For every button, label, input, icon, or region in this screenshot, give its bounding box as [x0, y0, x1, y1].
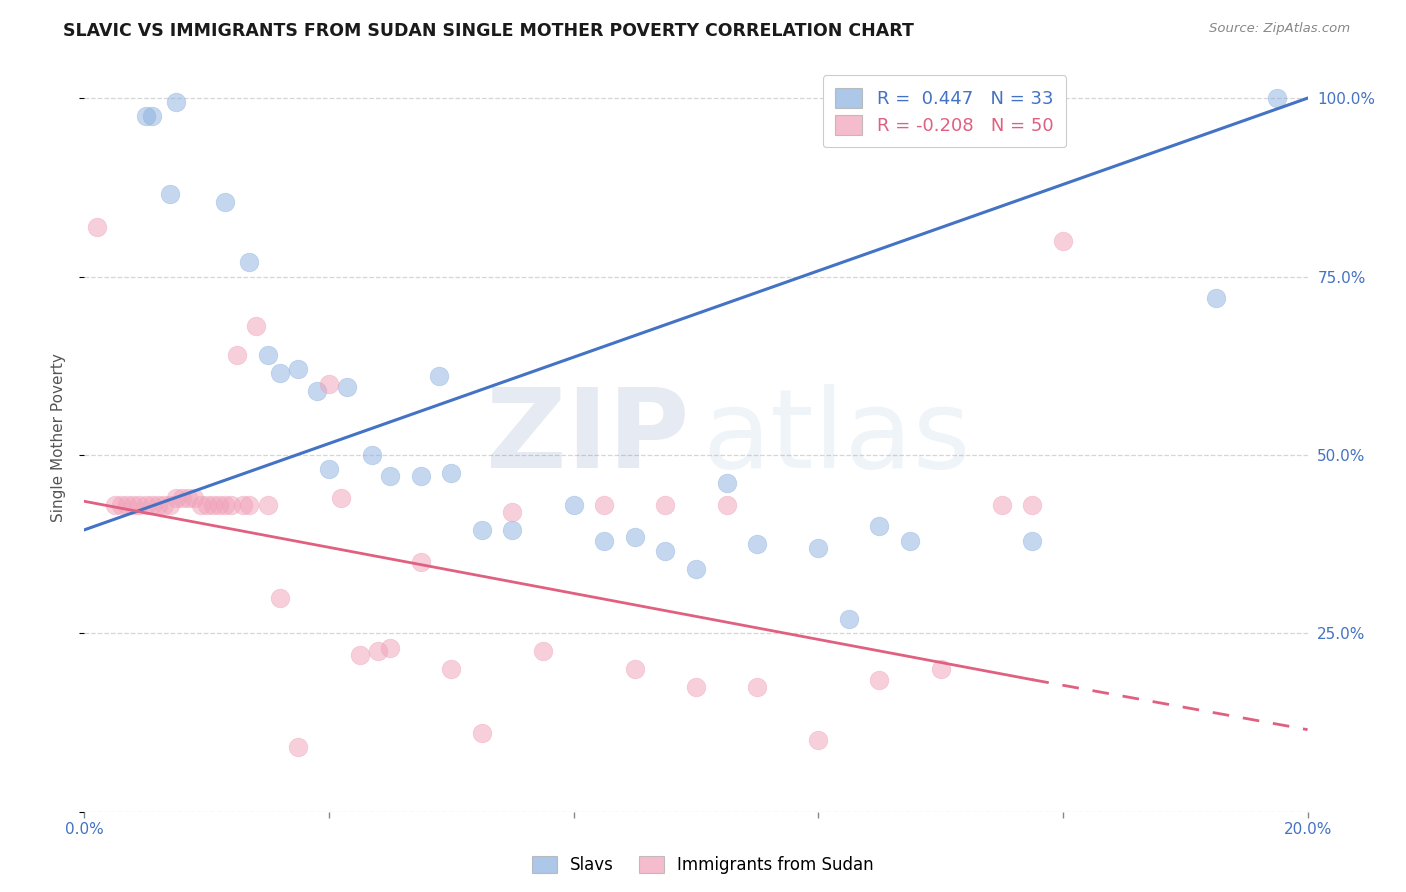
Point [360, 448, 382, 462]
Point [502, 505, 524, 519]
Point [269, 366, 291, 380]
Point [471, 726, 494, 740]
Point [135, 109, 157, 123]
Point [593, 498, 616, 512]
Text: Source: ZipAtlas.com: Source: ZipAtlas.com [1209, 22, 1350, 36]
Point [838, 612, 860, 626]
Point [190, 498, 212, 512]
Point [991, 498, 1014, 512]
Point [238, 498, 260, 512]
Text: ZIP: ZIP [486, 384, 690, 491]
Point [409, 469, 432, 483]
Point [409, 555, 432, 569]
Point [177, 491, 200, 505]
Legend: R =  0.447   N = 33, R = -0.208   N = 50: R = 0.447 N = 33, R = -0.208 N = 50 [823, 75, 1066, 147]
Point [349, 648, 371, 662]
Point [593, 533, 616, 548]
Point [624, 662, 647, 676]
Point [287, 362, 309, 376]
Point [226, 348, 249, 362]
Point [257, 348, 280, 362]
Point [86, 219, 108, 234]
Point [232, 498, 254, 512]
Point [562, 498, 585, 512]
Point [654, 498, 676, 512]
Point [165, 95, 187, 109]
Point [214, 194, 236, 209]
Point [141, 498, 163, 512]
Point [929, 662, 952, 676]
Point [305, 384, 328, 398]
Point [1265, 91, 1288, 105]
Point [380, 469, 402, 483]
Point [330, 491, 353, 505]
Point [238, 255, 260, 269]
Point [747, 537, 769, 551]
Point [807, 733, 830, 747]
Point [183, 491, 205, 505]
Point [318, 376, 340, 391]
Point [128, 498, 150, 512]
Point [110, 498, 132, 512]
Point [165, 491, 187, 505]
Point [318, 462, 340, 476]
Point [159, 498, 181, 512]
Point [1021, 498, 1043, 512]
Point [104, 498, 127, 512]
Text: atlas: atlas [702, 384, 970, 491]
Point [1021, 533, 1043, 548]
Point [531, 644, 554, 658]
Point [1052, 234, 1074, 248]
Point [201, 498, 224, 512]
Point [336, 380, 359, 394]
Point [122, 498, 145, 512]
Point [208, 498, 231, 512]
Point [440, 466, 463, 480]
Point [141, 109, 163, 123]
Point [747, 680, 769, 694]
Y-axis label: Single Mother Poverty: Single Mother Poverty [51, 352, 66, 522]
Point [502, 523, 524, 537]
Point [440, 662, 463, 676]
Point [654, 544, 676, 558]
Point [367, 644, 389, 658]
Text: SLAVIC VS IMMIGRANTS FROM SUDAN SINGLE MOTHER POVERTY CORRELATION CHART: SLAVIC VS IMMIGRANTS FROM SUDAN SINGLE M… [63, 22, 914, 40]
Point [159, 187, 181, 202]
Point [219, 498, 242, 512]
Point [1205, 291, 1227, 305]
Point [427, 369, 450, 384]
Point [716, 498, 738, 512]
Point [685, 562, 707, 576]
Point [716, 476, 738, 491]
Point [380, 640, 402, 655]
Point [869, 673, 891, 687]
Point [624, 530, 647, 544]
Legend: Slavs, Immigrants from Sudan: Slavs, Immigrants from Sudan [531, 856, 875, 874]
Point [471, 523, 494, 537]
Point [195, 498, 218, 512]
Point [115, 498, 138, 512]
Point [135, 498, 157, 512]
Point [898, 533, 921, 548]
Point [269, 591, 291, 605]
Point [245, 319, 267, 334]
Point [153, 498, 176, 512]
Point [214, 498, 236, 512]
Point [287, 740, 309, 755]
Point [685, 680, 707, 694]
Point [257, 498, 280, 512]
Point [146, 498, 169, 512]
Point [869, 519, 891, 533]
Point [807, 541, 830, 555]
Point [172, 491, 194, 505]
